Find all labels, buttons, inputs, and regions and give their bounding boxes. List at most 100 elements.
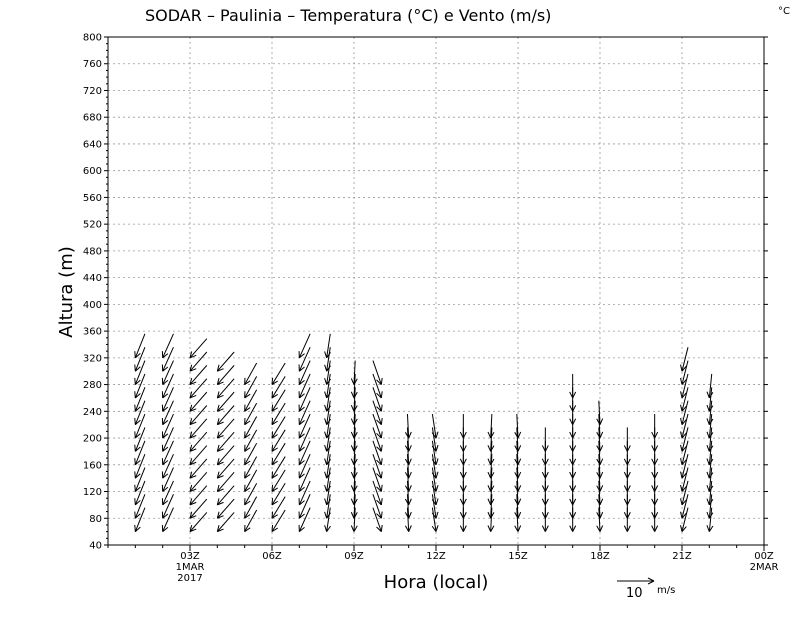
wind-vector (490, 494, 493, 519)
wind-vector-head (462, 485, 467, 492)
wind-vector-head (431, 485, 437, 492)
wind-vector-head (654, 431, 659, 439)
wind-vector (271, 442, 286, 466)
wind-vector-head (651, 498, 656, 506)
wind-vector-head (299, 420, 305, 426)
wind-vector-head (271, 514, 278, 519)
wind-vector-head (217, 368, 224, 372)
wind-vector (681, 400, 689, 425)
wind-vector-head (189, 364, 193, 372)
wind-vector-head (706, 444, 710, 452)
wind-profile-column (271, 362, 286, 533)
wind-vector-head (408, 525, 412, 532)
wind-vector-head (490, 445, 495, 452)
wind-vector-head (569, 445, 574, 452)
wind-vector-head (623, 458, 628, 466)
wind-vector-head (326, 459, 331, 466)
wind-vector (298, 333, 311, 359)
wind-vector-head (572, 498, 577, 506)
wind-vector (216, 445, 235, 466)
wind-vector-head (353, 485, 358, 492)
wind-vector (681, 440, 689, 465)
chart-title: SODAR – Paulinia – Temperatura (°C) e Ve… (145, 6, 551, 25)
wind-vector-head (189, 435, 197, 439)
wind-vector (271, 483, 286, 506)
wind-vector (372, 387, 382, 412)
wind-vector (431, 427, 437, 452)
y-tick-label: 640 (83, 139, 102, 150)
wind-vector-head (435, 431, 439, 439)
wind-vector-head (626, 498, 631, 506)
wind-vector-head (134, 524, 136, 532)
wind-vector (598, 480, 601, 505)
wind-vector-head (544, 485, 549, 492)
wind-vector-head (324, 391, 328, 399)
x-tick-date-label: 2MAR (750, 562, 779, 573)
wind-vector-head (134, 444, 136, 452)
wind-vector (431, 507, 437, 532)
wind-vector-head (404, 458, 410, 466)
wind-vector (431, 454, 437, 479)
wind-vector-head (569, 458, 574, 466)
wind-vector (189, 445, 208, 466)
wind-vector-head (517, 445, 522, 452)
wind-vector-head (459, 431, 464, 439)
wind-vector-head (623, 485, 628, 492)
wind-vector-head (487, 511, 492, 519)
wind-vector (372, 400, 382, 425)
wind-vector (431, 494, 437, 519)
wind-vector-head (216, 404, 220, 412)
wind-vector-head (135, 406, 141, 412)
wind-vector-head (326, 445, 331, 452)
wind-vector-head (654, 471, 659, 479)
wind-vector (681, 494, 689, 519)
wind-vector-head (135, 473, 141, 479)
wind-vector (298, 494, 311, 519)
wind-vector-head (706, 418, 710, 425)
wind-vector-head (380, 484, 383, 492)
wind-vector (598, 414, 601, 439)
wind-vector (708, 373, 713, 398)
wind-vector-head (271, 391, 274, 398)
wind-vector-head (487, 485, 492, 492)
wind-vector (353, 400, 356, 425)
wind-vector (353, 427, 356, 452)
wind-vector (162, 467, 174, 492)
wind-vector (162, 480, 174, 506)
wind-profile-column (459, 414, 467, 532)
wind-vector (490, 454, 493, 479)
wind-vector-head (681, 432, 687, 439)
wind-vector-head (244, 420, 251, 426)
x-tick-year-label: 2017 (177, 573, 202, 584)
wind-profile-column (514, 414, 522, 532)
wind-vector-head (353, 498, 358, 506)
wind-vector (298, 453, 311, 479)
wind-vector-head (462, 525, 467, 532)
wind-vector (326, 413, 331, 439)
wind-vector-head (376, 433, 382, 439)
wind-vector-head (681, 392, 687, 399)
wind-vector (708, 400, 713, 425)
wind-vector-head (217, 381, 224, 386)
wind-vector-head (681, 379, 687, 385)
wind-vector (708, 440, 713, 465)
y-tick-label: 360 (83, 327, 102, 338)
wind-vector-head (408, 511, 412, 519)
wind-vector (271, 362, 286, 385)
wind-vector-head (216, 444, 220, 452)
wind-vector-head (623, 445, 628, 452)
wind-vector (353, 454, 356, 479)
wind-vector-head (135, 513, 141, 519)
wind-vector-head (134, 471, 136, 479)
wind-vector (431, 413, 437, 439)
wind-vector-head (353, 445, 358, 452)
wind-vector-head (350, 525, 355, 532)
wind-vector (189, 498, 208, 519)
y-tick-label: 560 (83, 193, 102, 204)
wind-vector-head (572, 512, 577, 519)
wind-vector-head (408, 498, 412, 506)
wind-vector-head (189, 377, 193, 385)
wind-vector-head (324, 458, 328, 465)
wind-vector (134, 507, 146, 532)
wind-vector-head (217, 435, 224, 439)
